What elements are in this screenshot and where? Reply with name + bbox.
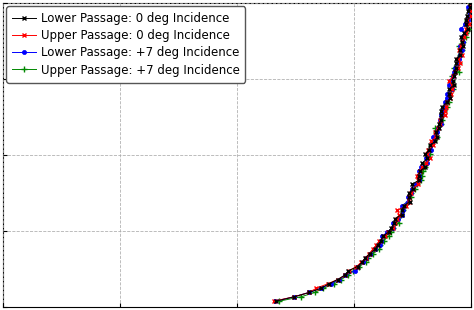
Lower Passage: +7 deg Incidence: (0.976, 0.858): +7 deg Incidence: (0.976, 0.858): [457, 44, 463, 48]
Lower Passage: 0 deg Incidence: (0.824, 0.247): 0 deg Incidence: (0.824, 0.247): [386, 230, 392, 234]
Line: Upper Passage: +7 deg Incidence: Upper Passage: +7 deg Incidence: [276, 0, 474, 304]
Upper Passage: 0 deg Incidence: (0.974, 0.844): 0 deg Incidence: (0.974, 0.844): [456, 48, 462, 52]
Lower Passage: 0 deg Incidence: (0.982, 0.858): 0 deg Incidence: (0.982, 0.858): [460, 44, 466, 48]
Upper Passage: 0 deg Incidence: (0.924, 0.56): 0 deg Incidence: (0.924, 0.56): [433, 135, 438, 139]
Lower Passage: 0 deg Incidence: (0.583, 0.02): 0 deg Incidence: (0.583, 0.02): [273, 299, 279, 303]
Upper Passage: +7 deg Incidence: (0.855, 0.318): +7 deg Incidence: (0.855, 0.318): [401, 208, 406, 212]
Lower Passage: +7 deg Incidence: (1, 1): +7 deg Incidence: (1, 1): [468, 1, 474, 5]
Upper Passage: 0 deg Incidence: (0.978, 0.858): 0 deg Incidence: (0.978, 0.858): [458, 44, 464, 48]
Upper Passage: +7 deg Incidence: (0.845, 0.276): +7 deg Incidence: (0.845, 0.276): [396, 221, 401, 225]
Upper Passage: +7 deg Incidence: (0.975, 0.858): +7 deg Incidence: (0.975, 0.858): [456, 44, 462, 48]
Lower Passage: +7 deg Incidence: (0.821, 0.247): +7 deg Incidence: (0.821, 0.247): [384, 230, 390, 234]
Lower Passage: +7 deg Incidence: (0.855, 0.318): +7 deg Incidence: (0.855, 0.318): [401, 208, 406, 212]
Lower Passage: +7 deg Incidence: (0.833, 0.276): +7 deg Incidence: (0.833, 0.276): [390, 221, 396, 225]
Upper Passage: +7 deg Incidence: (0.981, 0.844): +7 deg Incidence: (0.981, 0.844): [460, 48, 465, 52]
Line: Upper Passage: 0 deg Incidence: Upper Passage: 0 deg Incidence: [271, 0, 474, 303]
Lower Passage: 0 deg Incidence: (0.996, 1): 0 deg Incidence: (0.996, 1): [467, 1, 473, 5]
Line: Lower Passage: 0 deg Incidence: Lower Passage: 0 deg Incidence: [273, 0, 472, 303]
Lower Passage: 0 deg Incidence: (0.852, 0.318): 0 deg Incidence: (0.852, 0.318): [399, 208, 405, 212]
Lower Passage: 0 deg Incidence: (0.836, 0.276): 0 deg Incidence: (0.836, 0.276): [392, 221, 397, 225]
Lower Passage: +7 deg Incidence: (0.581, 0.02): +7 deg Incidence: (0.581, 0.02): [272, 299, 278, 303]
Upper Passage: 0 deg Incidence: (0.998, 1): 0 deg Incidence: (0.998, 1): [467, 1, 473, 5]
Upper Passage: 0 deg Incidence: (0.838, 0.276): 0 deg Incidence: (0.838, 0.276): [392, 221, 398, 225]
Upper Passage: +7 deg Incidence: (0.59, 0.02): +7 deg Incidence: (0.59, 0.02): [276, 299, 282, 303]
Upper Passage: +7 deg Incidence: (0.926, 0.56): +7 deg Incidence: (0.926, 0.56): [434, 135, 439, 139]
Upper Passage: +7 deg Incidence: (0.828, 0.247): +7 deg Incidence: (0.828, 0.247): [388, 230, 393, 234]
Lower Passage: +7 deg Incidence: (0.981, 0.844): +7 deg Incidence: (0.981, 0.844): [460, 48, 465, 52]
Lower Passage: +7 deg Incidence: (0.919, 0.56): +7 deg Incidence: (0.919, 0.56): [430, 135, 436, 139]
Upper Passage: 0 deg Incidence: (0.578, 0.02): 0 deg Incidence: (0.578, 0.02): [271, 299, 277, 303]
Line: Lower Passage: +7 deg Incidence: Lower Passage: +7 deg Incidence: [273, 1, 474, 303]
Lower Passage: 0 deg Incidence: (0.927, 0.56): 0 deg Incidence: (0.927, 0.56): [434, 135, 440, 139]
Upper Passage: 0 deg Incidence: (0.822, 0.247): 0 deg Incidence: (0.822, 0.247): [385, 230, 391, 234]
Legend: Lower Passage: 0 deg Incidence, Upper Passage: 0 deg Incidence, Lower Passage: +: Lower Passage: 0 deg Incidence, Upper Pa…: [6, 6, 246, 82]
Lower Passage: 0 deg Incidence: (0.976, 0.844): 0 deg Incidence: (0.976, 0.844): [457, 48, 463, 52]
Upper Passage: 0 deg Incidence: (0.842, 0.318): 0 deg Incidence: (0.842, 0.318): [394, 208, 400, 212]
Upper Passage: +7 deg Incidence: (0.999, 1): +7 deg Incidence: (0.999, 1): [468, 1, 474, 5]
